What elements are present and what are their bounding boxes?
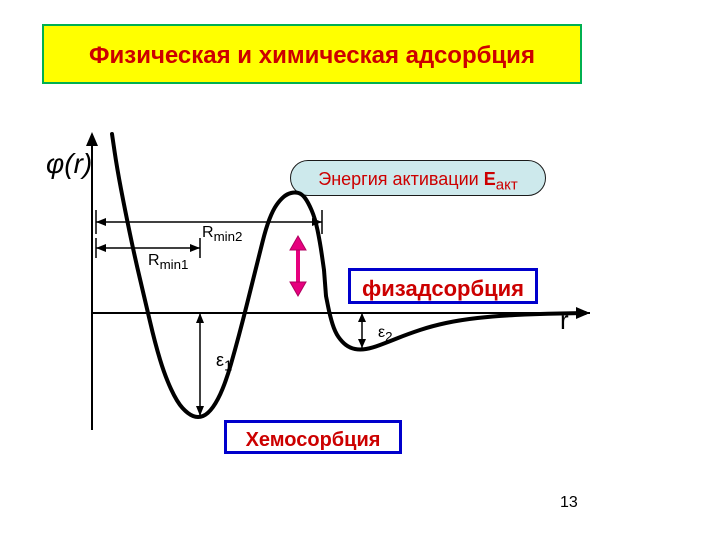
diagram-svg bbox=[0, 0, 720, 540]
slide: Физическая и химическая адсорбция Энерги… bbox=[0, 0, 720, 540]
